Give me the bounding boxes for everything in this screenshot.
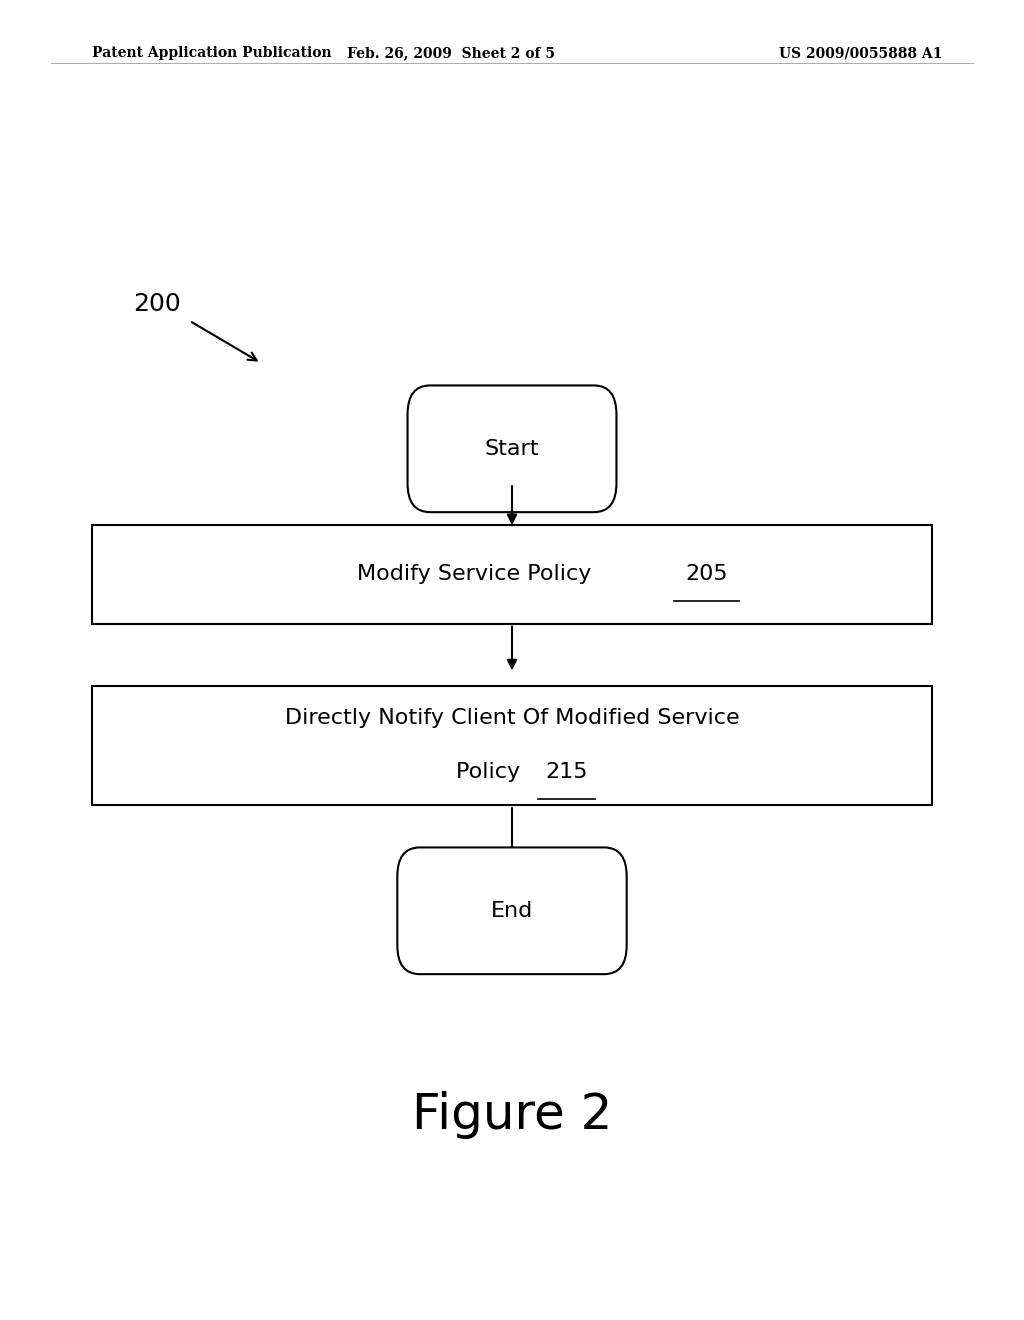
Text: End: End [490, 900, 534, 921]
FancyBboxPatch shape [408, 385, 616, 512]
FancyBboxPatch shape [397, 847, 627, 974]
Text: 200: 200 [133, 292, 181, 315]
Text: US 2009/0055888 A1: US 2009/0055888 A1 [778, 46, 942, 61]
Text: Patent Application Publication: Patent Application Publication [92, 46, 332, 61]
Text: 215: 215 [545, 762, 588, 783]
Text: Directly Notify Client Of Modified Service: Directly Notify Client Of Modified Servi… [285, 708, 739, 729]
Bar [92, 525, 932, 624]
Text: Feb. 26, 2009  Sheet 2 of 5: Feb. 26, 2009 Sheet 2 of 5 [346, 46, 555, 61]
Text: Policy: Policy [456, 762, 527, 783]
Text: Start: Start [484, 438, 540, 459]
Text: Modify Service Policy: Modify Service Policy [357, 564, 605, 585]
Text: 205: 205 [685, 564, 728, 585]
Text: Figure 2: Figure 2 [412, 1092, 612, 1139]
Bar [92, 686, 932, 805]
